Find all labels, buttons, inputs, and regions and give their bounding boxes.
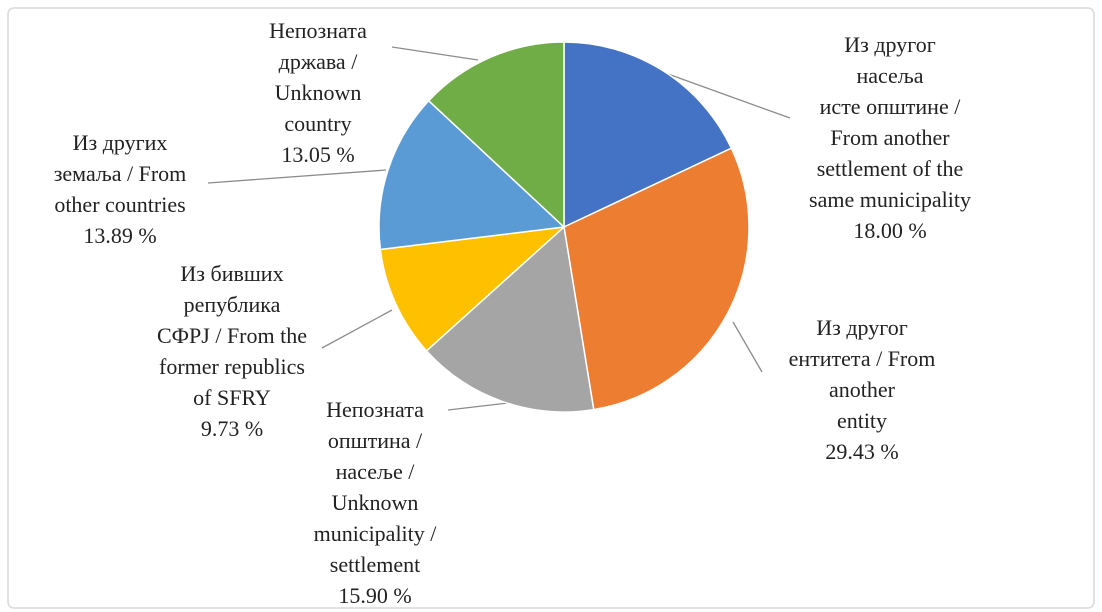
leader-line [447, 402, 509, 411]
pie-slice [378, 99, 566, 251]
slice-label: Из другог ентитета / From another entity [789, 315, 936, 433]
slice-label: Непозната општина / насеље / Unknown municip… [314, 397, 438, 577]
leader-line [207, 169, 387, 184]
value-label: 13.05 % [281, 142, 354, 167]
leader-line [321, 309, 393, 349]
pie-slice [427, 41, 565, 229]
value-label: 15.90 % [338, 583, 411, 608]
slice-label: Непозната држава / Unknown country [269, 18, 367, 136]
value-label: 18.00 % [853, 218, 926, 243]
leader-lines [207, 46, 791, 411]
value-label: 29.43 % [825, 439, 898, 464]
pie-slice [563, 41, 733, 229]
value-label: 13.89 % [83, 223, 156, 248]
leader-line [667, 73, 791, 119]
value-label: 9.73 % [201, 416, 263, 441]
slice-label: Из бивших република СФРЈ / From the former … [157, 261, 307, 410]
pie-slice [563, 147, 750, 411]
pie-slice [379, 225, 567, 352]
leader-line [391, 46, 479, 61]
slice-label: Из других земаља / From other countries [54, 130, 187, 217]
slice-label: Из другог насеља исте општине / From anothe… [809, 32, 971, 212]
leader-line [732, 321, 763, 373]
pie-slice [425, 225, 595, 413]
